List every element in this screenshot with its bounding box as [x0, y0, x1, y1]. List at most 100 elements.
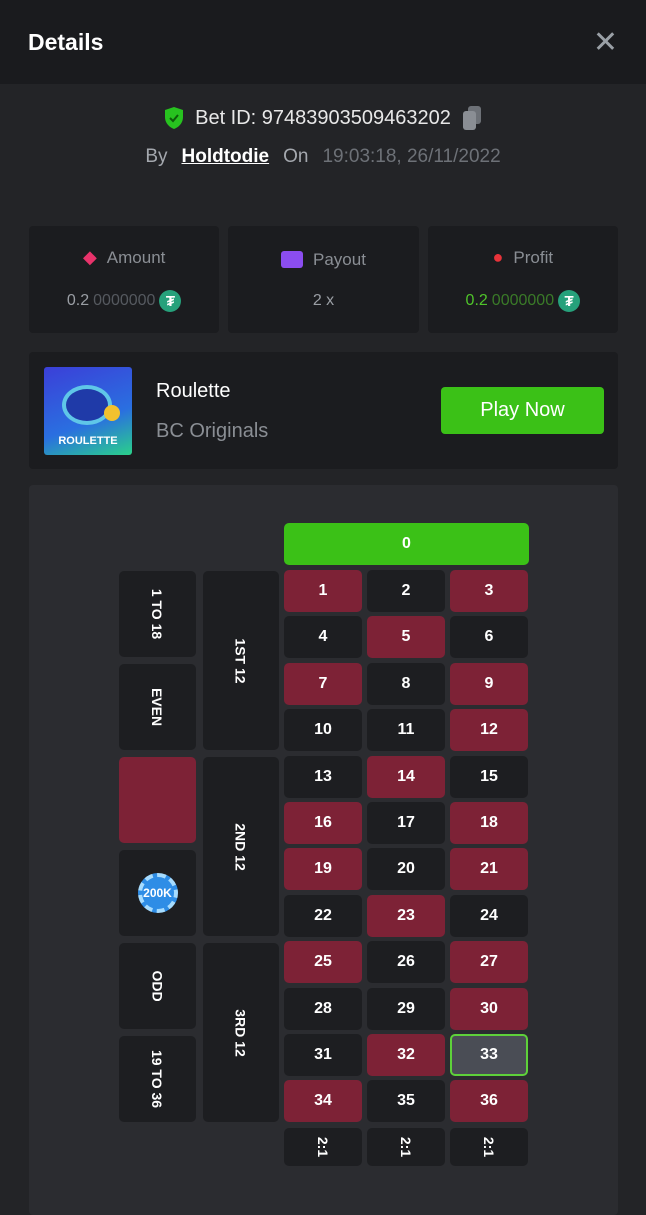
outside-bet-4[interactable]: 200K: [119, 850, 196, 936]
stat-value-dim: 0000000: [491, 292, 555, 309]
cell-label: 2:1: [397, 1136, 414, 1158]
number-cell-13[interactable]: 13: [284, 755, 362, 798]
cell-label: 2:1: [480, 1136, 497, 1158]
number-cell-18[interactable]: 18: [450, 802, 528, 844]
number-cell-5[interactable]: 5: [367, 616, 445, 659]
number-cell-34[interactable]: 34: [284, 1080, 362, 1123]
game-provider: BC Originals: [156, 420, 269, 442]
number-cell-6[interactable]: 6: [450, 616, 528, 659]
cell-label: ODD: [149, 970, 166, 1002]
stats-row: ◆ Amount 0.2 0000000 ₮ Payout 2 x ● Profit 0…: [29, 226, 618, 333]
number-cell-12[interactable]: 12: [450, 709, 528, 752]
bet-id-row: Bet ID: 97483903509463202: [0, 105, 646, 131]
byline: By Holdtodie On 19:03:18, 26/11/2022: [0, 146, 646, 168]
stat-value: 2 x: [312, 291, 335, 309]
number-cell-36[interactable]: 36: [450, 1080, 528, 1123]
stat-amount: ◆ Amount 0.2 0000000 ₮: [29, 226, 220, 333]
outside-bet-1[interactable]: 1 TO 18: [119, 571, 196, 657]
cell-label: 0: [402, 535, 411, 552]
play-now-button[interactable]: Play Now: [441, 387, 604, 434]
number-cell-20[interactable]: 20: [367, 848, 445, 891]
number-cell-0[interactable]: 0: [284, 523, 529, 565]
chip-label: 200K: [143, 886, 172, 900]
number-cell-4[interactable]: 4: [284, 616, 362, 659]
number-cell-8[interactable]: 8: [367, 662, 445, 705]
bet-datetime: 19:03:18, 26/11/2022: [322, 146, 501, 167]
coins-icon: ◆: [82, 247, 97, 267]
stat-label: Profit: [513, 247, 554, 267]
number-cell-1[interactable]: 1: [284, 570, 362, 612]
stat-profit: ● Profit 0.2 0000000 ₮: [427, 226, 618, 333]
roulette-board: 0 1 2 3 4 5 6 7 8 9 10 11 12 13 14 15 16 17 18 19 20 21 22 23 24…: [29, 485, 618, 1215]
outside-bet-2[interactable]: EVEN: [119, 664, 196, 750]
number-cell-7[interactable]: 7: [284, 662, 362, 705]
number-cell-19[interactable]: 19: [284, 848, 362, 891]
number-cell-29[interactable]: 29: [367, 987, 445, 1030]
wallet-icon: [281, 251, 304, 268]
stat-value: 0.2: [66, 292, 90, 309]
number-cell-2[interactable]: 2: [367, 570, 445, 612]
cell-label: 19 TO 36: [149, 1049, 166, 1109]
column-bet-2to1[interactable]: 2:1: [450, 1128, 528, 1166]
game-name: Roulette: [156, 380, 231, 402]
roulette-wheel-icon: [62, 385, 112, 425]
outside-bet-6[interactable]: 19 TO 36: [119, 1036, 196, 1122]
chip-icon: 200K: [137, 873, 178, 913]
cell-label: 2ND 12: [233, 822, 249, 871]
coin-icon: [104, 405, 120, 421]
number-cell-15[interactable]: 15: [450, 755, 528, 798]
number-cell-32[interactable]: 32: [367, 1034, 445, 1076]
tether-icon: ₮: [159, 290, 182, 312]
dozen-bet-3[interactable]: 3RD 12: [203, 943, 279, 1122]
number-cell-27[interactable]: 27: [450, 941, 528, 984]
dozen-bet-1[interactable]: 1ST 12: [203, 571, 279, 750]
column-bet-2to1[interactable]: 2:1: [367, 1128, 445, 1166]
page-title: Details: [28, 28, 104, 55]
close-icon[interactable]: ✕: [592, 25, 618, 59]
user-link[interactable]: Holdtodie: [181, 146, 270, 167]
number-cell-17[interactable]: 17: [367, 802, 445, 844]
stat-label: Amount: [106, 247, 166, 267]
hand-user-icon: ●: [492, 247, 504, 267]
cell-label: 3RD 12: [233, 1008, 249, 1057]
number-cell-25[interactable]: 25: [284, 941, 362, 984]
stat-payout: Payout 2 x: [228, 226, 419, 333]
thumbnail-text: ROULETTE: [58, 435, 118, 447]
header: Details ✕: [0, 0, 646, 84]
by-label: By: [145, 146, 168, 167]
bet-id: Bet ID: 97483903509463202: [195, 106, 451, 129]
outside-bet-5[interactable]: ODD: [119, 943, 196, 1029]
number-cell-28[interactable]: 28: [284, 987, 362, 1030]
number-cell-33[interactable]: 33: [450, 1034, 528, 1076]
dozen-bet-2[interactable]: 2ND 12: [203, 757, 279, 936]
number-cell-3[interactable]: 3: [450, 570, 528, 612]
stat-label: Payout: [313, 249, 366, 269]
number-cell-22[interactable]: 22: [284, 894, 362, 937]
cell-label: EVEN: [149, 687, 166, 727]
number-cell-14[interactable]: 14: [367, 755, 445, 798]
number-cell-24[interactable]: 24: [450, 894, 528, 937]
stat-value: 0.2: [465, 292, 488, 309]
number-cell-16[interactable]: 16: [284, 802, 362, 844]
on-label: On: [283, 146, 309, 167]
number-cell-9[interactable]: 9: [450, 662, 528, 705]
stat-value-dim: 0000000: [93, 292, 156, 309]
cell-label: 1 TO 18: [149, 588, 166, 640]
shield-check-icon: [165, 107, 184, 129]
number-cell-21[interactable]: 21: [450, 848, 528, 891]
cell-label: 1ST 12: [232, 637, 249, 684]
number-cell-30[interactable]: 30: [450, 987, 528, 1030]
number-cell-11[interactable]: 11: [367, 709, 445, 752]
number-cell-31[interactable]: 31: [284, 1034, 362, 1076]
number-cell-26[interactable]: 26: [367, 941, 445, 984]
number-cell-35[interactable]: 35: [367, 1080, 445, 1123]
outside-bet-3[interactable]: [119, 757, 196, 843]
number-cell-23[interactable]: 23: [367, 894, 445, 937]
cell-label: 2:1: [314, 1136, 331, 1158]
copy-icon[interactable]: [461, 105, 483, 131]
number-cell-10[interactable]: 10: [284, 709, 362, 752]
game-card: ROULETTE Roulette BC Originals Play Now: [29, 352, 618, 469]
tether-icon: ₮: [558, 290, 581, 312]
game-thumbnail[interactable]: ROULETTE: [44, 367, 132, 455]
column-bet-2to1[interactable]: 2:1: [284, 1128, 362, 1166]
